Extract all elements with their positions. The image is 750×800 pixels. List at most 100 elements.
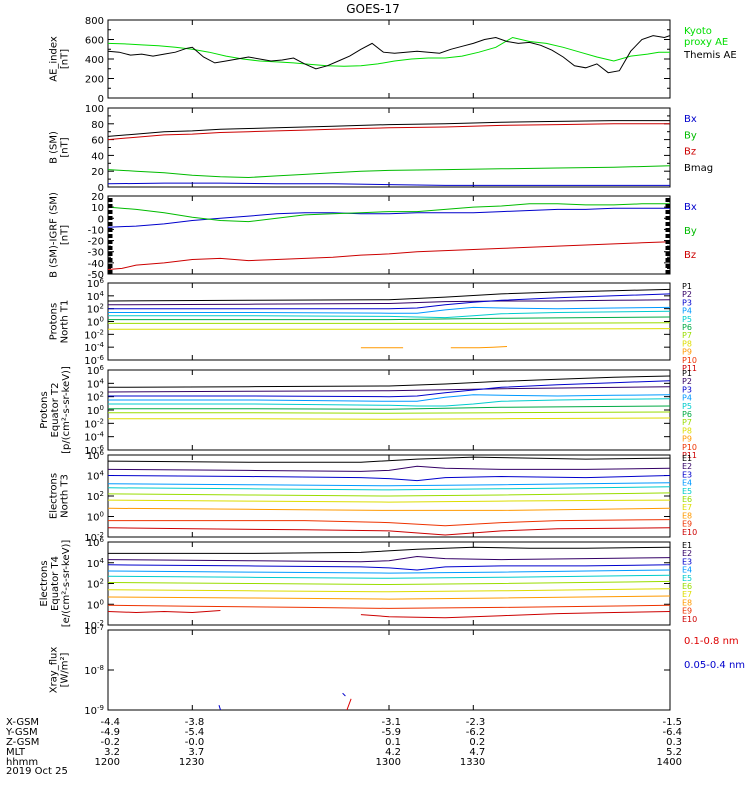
edge-marker bbox=[665, 234, 671, 238]
y-axis-label: Xray_flux bbox=[49, 647, 60, 694]
legend-entry: P1 bbox=[682, 282, 692, 291]
series-line bbox=[346, 698, 352, 710]
series-group bbox=[108, 120, 670, 186]
series-line bbox=[108, 507, 670, 511]
y-tick-label: 10-2 bbox=[84, 417, 104, 430]
series-line bbox=[108, 411, 670, 414]
series-line bbox=[108, 417, 670, 420]
y-tick-label: 40 bbox=[91, 151, 104, 162]
y-axis-label: Equator T2 bbox=[50, 383, 61, 438]
legend-entry: Bx bbox=[684, 202, 697, 213]
edge-marker bbox=[107, 264, 113, 268]
y-tick-label: 60 bbox=[91, 136, 104, 147]
legend-entry: Themis AE bbox=[683, 50, 737, 61]
series-line bbox=[108, 394, 670, 402]
series-line bbox=[108, 203, 670, 223]
legend-entry: Bx bbox=[684, 114, 697, 125]
legend-entry: P9 bbox=[682, 435, 692, 444]
y-tick-label: 104 bbox=[87, 377, 105, 390]
y-tick-label: -10 bbox=[88, 225, 104, 236]
edge-marker bbox=[107, 204, 113, 208]
edge-marker bbox=[665, 204, 671, 208]
y-tick-label: 100 bbox=[87, 511, 104, 524]
legend-entry: E6 bbox=[682, 582, 692, 591]
y-tick-label: 104 bbox=[87, 557, 105, 570]
legend-entry: E10 bbox=[682, 528, 697, 537]
series-line bbox=[108, 475, 670, 482]
ephemeris-value: 1300 bbox=[376, 757, 401, 768]
ephemeris-value: 4.7 bbox=[469, 747, 485, 758]
panel-8: Xray_flux [W/m²] 0.1-0.8 nm 0.05-0.4 nm bbox=[49, 629, 745, 711]
series-line bbox=[108, 456, 670, 463]
y-axis-label: B (SM)-IGRF (SM) bbox=[49, 192, 60, 278]
legend-entry: E9 bbox=[682, 607, 692, 616]
y-tick-label: 10-2 bbox=[84, 619, 104, 632]
series-line bbox=[108, 299, 670, 306]
edge-marker bbox=[665, 246, 671, 250]
ephemeris-value: 1230 bbox=[179, 757, 204, 768]
y-tick-label: -50 bbox=[88, 270, 104, 281]
ephemeris-value: 0.2 bbox=[469, 737, 485, 748]
series-line bbox=[108, 610, 221, 614]
legend-entry: E5 bbox=[682, 574, 692, 583]
series-line bbox=[108, 595, 670, 600]
y-axis-label: [p/(cm²-s-sr-keV)] bbox=[61, 366, 72, 454]
legend-entry: E7 bbox=[682, 503, 692, 512]
legend-entry: P9 bbox=[682, 348, 692, 357]
edge-marker bbox=[665, 216, 671, 220]
legend-entry: Bz bbox=[684, 250, 696, 261]
series-line bbox=[108, 486, 670, 491]
y-axis-label: [nT] bbox=[60, 49, 71, 69]
legend-entry: E8 bbox=[682, 598, 692, 607]
y-tick-label: 600 bbox=[85, 36, 104, 47]
ephemeris-value: -6.4 bbox=[662, 727, 682, 738]
y-tick-label: 0 bbox=[98, 94, 104, 105]
legend-entry: E4 bbox=[682, 479, 692, 488]
ephemeris-value: -3.1 bbox=[381, 717, 401, 728]
ephemeris-value: 3.7 bbox=[188, 747, 204, 758]
ephemeris-value: -5.4 bbox=[185, 727, 205, 738]
edge-marker bbox=[665, 210, 671, 214]
y-axis-label: Electrons bbox=[39, 560, 50, 606]
legend-entry: P7 bbox=[682, 331, 692, 340]
y-tick-label: 10-7 bbox=[84, 624, 104, 637]
y-tick-label: 104 bbox=[87, 290, 105, 303]
legend-entry: E6 bbox=[682, 495, 692, 504]
y-axis-label: Electrons bbox=[49, 473, 60, 519]
edge-marker bbox=[665, 264, 671, 268]
series-line bbox=[108, 482, 670, 487]
legend-entry: E2 bbox=[682, 462, 692, 471]
series-line bbox=[108, 310, 670, 319]
legend-entry: P4 bbox=[682, 307, 692, 316]
ephemeris-value: 5.2 bbox=[666, 747, 682, 758]
y-axis-label: [nT] bbox=[60, 137, 71, 157]
series-line bbox=[108, 293, 670, 310]
series-group bbox=[108, 288, 670, 349]
series-line bbox=[108, 492, 670, 497]
y-axis-label: Equator T4 bbox=[50, 556, 61, 611]
ephemeris-value: -3.8 bbox=[185, 717, 205, 728]
legend-entry: P2 bbox=[682, 290, 692, 299]
legend-entry: E9 bbox=[682, 520, 692, 529]
y-tick-label: 10-9 bbox=[84, 704, 104, 717]
y-tick-label: 102 bbox=[87, 303, 104, 316]
y-tick-label: -30 bbox=[88, 248, 104, 259]
y-tick-label: 10-4 bbox=[84, 341, 104, 354]
legend-entry: P7 bbox=[682, 418, 692, 427]
legend-entry: E2 bbox=[682, 549, 692, 558]
series-line bbox=[108, 288, 670, 302]
panel-frame bbox=[107, 19, 671, 99]
series-line bbox=[108, 465, 670, 472]
y-tick-label: 106 bbox=[87, 364, 105, 377]
legend-entry: P2 bbox=[682, 377, 692, 386]
ephemeris-value: 3.2 bbox=[104, 747, 120, 758]
legend-entry: By bbox=[684, 130, 697, 141]
ephemeris-value: 1400 bbox=[657, 757, 682, 768]
legend-entry: P3 bbox=[682, 385, 692, 394]
ephemeris-row-label: hhmm bbox=[6, 757, 38, 768]
legend-entry: E3 bbox=[682, 470, 692, 479]
legend-entry: Bz bbox=[684, 147, 696, 158]
y-tick-label: 100 bbox=[87, 598, 104, 611]
